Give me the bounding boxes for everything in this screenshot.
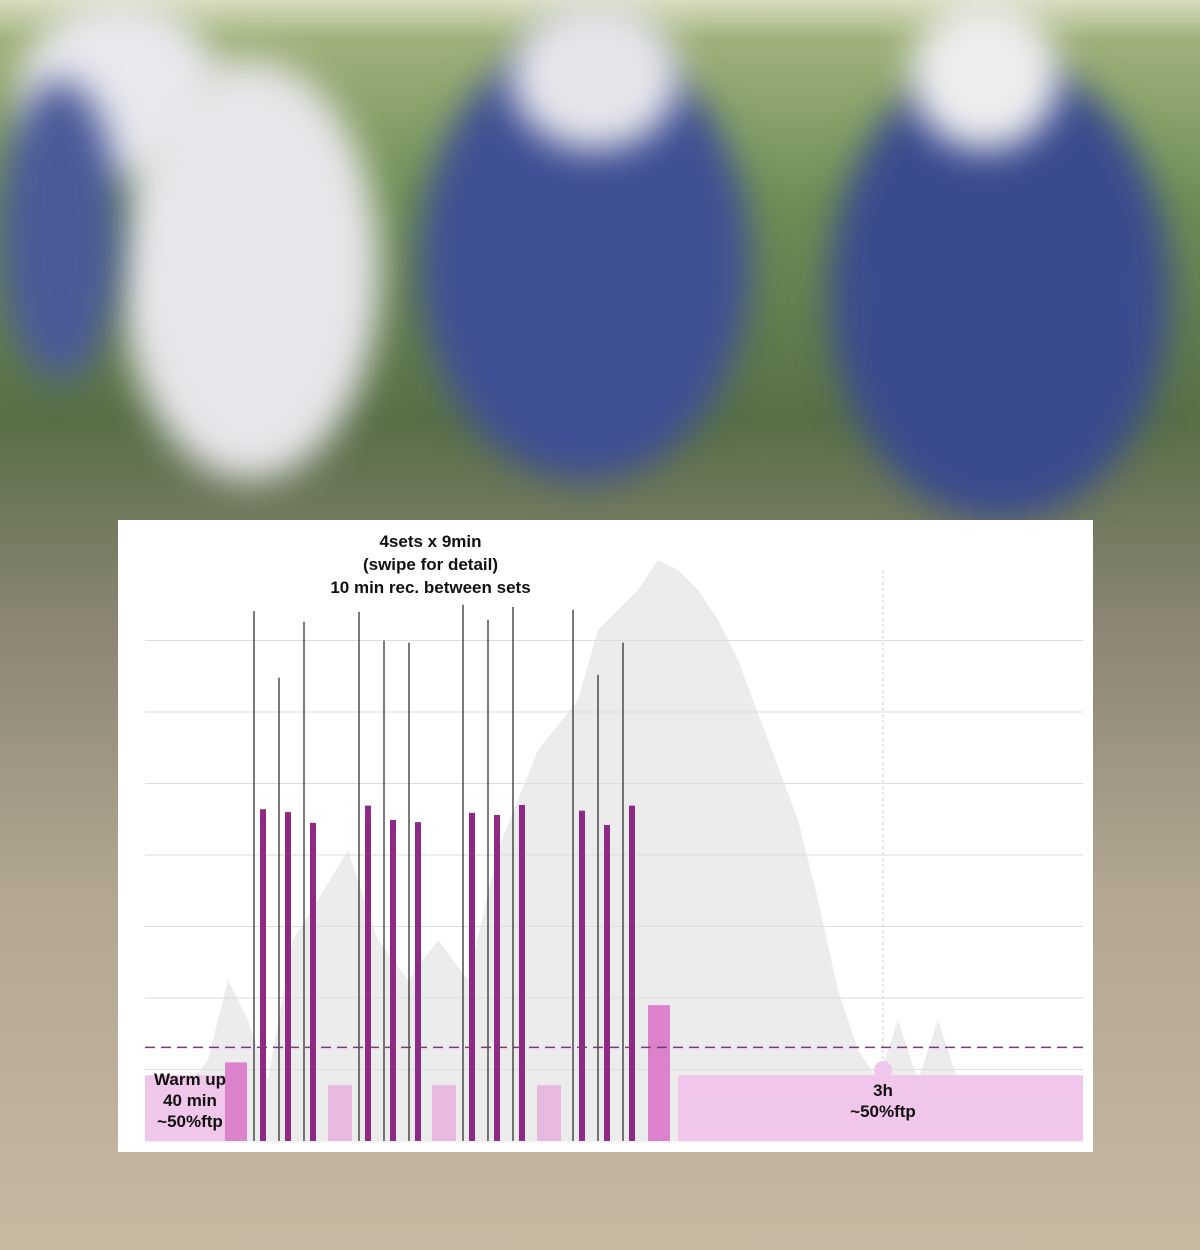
chart-title: 4sets x 9min (swipe for detail) 10 min r… [298,530,563,599]
title-line-1: 4sets x 9min [379,532,482,551]
title-line-3: 10 min rec. between sets [330,578,531,597]
marker-dot [874,1061,892,1079]
warmup-label: Warm up 40 min ~50%ftp [140,1069,240,1132]
warmup-label-line-2: 40 min [163,1091,217,1110]
endurance-label: 3h ~50%ftp [828,1080,938,1122]
post-set-bar [648,1005,670,1141]
interval-bar [310,822,316,1141]
interval-bar [285,812,291,1141]
workout-chart [145,560,1083,1143]
interval-bar [519,804,525,1141]
interval-bar [604,824,610,1141]
warmup-bar [145,1075,225,1141]
recovery-bar [537,1085,561,1141]
endurance-bar [678,1075,1083,1141]
warmup-ramp-bar [225,1062,247,1141]
interval-bar [494,814,500,1141]
chart-panel: 4sets x 9min (swipe for detail) 10 min r… [118,520,1093,1152]
title-line-2: (swipe for detail) [362,555,499,574]
endurance-label-line-2: ~50%ftp [850,1102,916,1121]
endurance-label-line-1: 3h [873,1081,893,1100]
interval-bar [579,810,585,1141]
interval-bar [365,805,371,1141]
interval-bar [629,805,635,1141]
interval-bar [415,822,421,1141]
interval-bar [469,812,475,1141]
recovery-bar [432,1085,456,1141]
elevation-profile [145,560,1083,1141]
recovery-bar [328,1085,352,1141]
interval-bar [390,819,396,1141]
warmup-label-line-1: Warm up [153,1070,227,1089]
interval-bar [260,809,266,1141]
warmup-label-line-3: ~50%ftp [157,1112,223,1131]
